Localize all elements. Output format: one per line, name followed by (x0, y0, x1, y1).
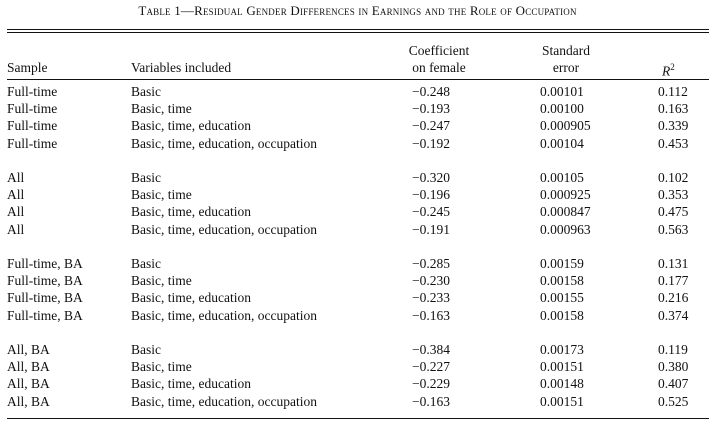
cell-variables: Basic, time, education (131, 290, 251, 306)
cell-variables: Basic (131, 84, 161, 99)
cell-coefficient: −0.247 (412, 118, 450, 134)
cell-r2: 0.177 (658, 273, 689, 289)
cell-r2: 0.119 (658, 342, 688, 357)
cell-coefficient: −0.384 (412, 342, 450, 357)
cell-variables: Basic, time, education, occupation (131, 393, 317, 409)
cell-standard-error: 0.000905 (540, 118, 591, 134)
cell-r2: 0.374 (658, 307, 689, 323)
cell-sample: Full-time (7, 118, 58, 134)
cell-coefficient: −0.196 (412, 187, 450, 203)
cell-variables: Basic, time, education, occupation (131, 307, 317, 323)
cell-standard-error: 0.00158 (540, 307, 584, 323)
cell-sample: All, BA (7, 393, 50, 409)
cell-sample: Full-time, BA (7, 290, 83, 306)
cell-standard-error: 0.00151 (540, 359, 584, 375)
cell-standard-error: 0.000847 (540, 204, 591, 220)
cell-sample: Full-time, BA (7, 256, 83, 271)
table-caption: Table 1—Residual Gender Differences in E… (138, 3, 577, 18)
cell-r2: 0.525 (658, 393, 689, 409)
cell-sample: All, BA (7, 359, 50, 375)
cell-variables: Basic, time (131, 101, 192, 117)
cell-standard-error: 0.000925 (540, 187, 591, 203)
cell-variables: Basic, time (131, 359, 192, 375)
cell-standard-error: 0.00151 (540, 393, 584, 409)
cell-standard-error: 0.000963 (540, 221, 591, 237)
cell-sample: All (7, 204, 25, 220)
cell-sample: All (7, 187, 25, 203)
cell-r2: 0.163 (658, 101, 689, 117)
cell-sample: Full-time, BA (7, 307, 83, 323)
cell-r2: 0.563 (658, 221, 689, 237)
cell-variables: Basic (131, 170, 161, 185)
cell-standard-error: 0.00148 (540, 376, 584, 392)
cell-r2: 0.216 (658, 290, 689, 306)
cell-coefficient: −0.191 (412, 221, 450, 237)
header-r2-superscript: 2 (670, 62, 675, 72)
cell-coefficient: −0.320 (412, 170, 450, 185)
cell-variables: Basic, time, education (131, 118, 251, 134)
cell-coefficient: −0.163 (412, 393, 450, 409)
cell-variables: Basic, time, education (131, 376, 251, 392)
cell-coefficient: −0.227 (412, 359, 450, 375)
cell-sample: Full-time (7, 101, 58, 117)
cell-variables: Basic, time, education, occupation (131, 135, 317, 151)
cell-variables: Basic, time (131, 273, 192, 289)
cell-standard-error: 0.00100 (540, 101, 584, 117)
header-r2: R2 (662, 59, 675, 80)
cell-variables: Basic (131, 256, 161, 271)
cell-r2: 0.131 (658, 256, 689, 271)
cell-coefficient: −0.193 (412, 101, 450, 117)
bottom-rule (7, 418, 709, 419)
cell-sample: Full-time (7, 135, 58, 151)
cell-standard-error: 0.00105 (540, 170, 584, 185)
cell-standard-error: 0.00104 (540, 135, 584, 151)
header-standard: Standard (542, 43, 590, 58)
cell-coefficient: −0.285 (412, 256, 450, 271)
cell-r2: 0.407 (658, 376, 689, 392)
cell-coefficient: −0.248 (412, 84, 450, 99)
cell-variables: Basic, time, education, occupation (131, 221, 317, 237)
header-standard-sub: error (552, 60, 580, 75)
cell-coefficient: −0.163 (412, 307, 450, 323)
cell-coefficient: −0.192 (412, 135, 450, 151)
header-r2-letter: R (662, 63, 671, 79)
header-sample: Sample (7, 60, 48, 75)
cell-r2: 0.475 (658, 204, 689, 220)
cell-variables: Basic (131, 342, 161, 357)
top-rule-double (7, 32, 709, 33)
cell-standard-error: 0.00155 (540, 290, 584, 306)
cell-sample: Full-time (7, 84, 58, 99)
cell-r2: 0.353 (658, 187, 689, 203)
cell-sample: All, BA (7, 376, 50, 392)
header-rule (7, 79, 709, 80)
cell-sample: All, BA (7, 342, 50, 357)
cell-r2: 0.112 (658, 84, 688, 99)
header-coefficient-sub: on female (412, 60, 466, 75)
cell-coefficient: −0.245 (412, 204, 450, 220)
cell-standard-error: 0.00158 (540, 273, 584, 289)
cell-sample: All (7, 221, 25, 237)
header-coefficient: Coefficient (408, 43, 470, 58)
cell-standard-error: 0.00101 (540, 84, 584, 99)
cell-coefficient: −0.230 (412, 273, 450, 289)
cell-r2: 0.339 (658, 118, 689, 134)
cell-standard-error: 0.00159 (540, 256, 584, 271)
header-variables: Variables included (131, 60, 232, 75)
cell-r2: 0.453 (658, 135, 689, 151)
cell-r2: 0.380 (658, 359, 689, 375)
cell-variables: Basic, time, education (131, 204, 251, 220)
cell-coefficient: −0.233 (412, 290, 450, 306)
cell-r2: 0.102 (658, 170, 689, 185)
cell-sample: Full-time, BA (7, 273, 83, 289)
cell-sample: All (7, 170, 25, 185)
top-rule (7, 29, 709, 30)
cell-coefficient: −0.229 (412, 376, 450, 392)
cell-standard-error: 0.00173 (540, 342, 584, 357)
cell-variables: Basic, time (131, 187, 192, 203)
